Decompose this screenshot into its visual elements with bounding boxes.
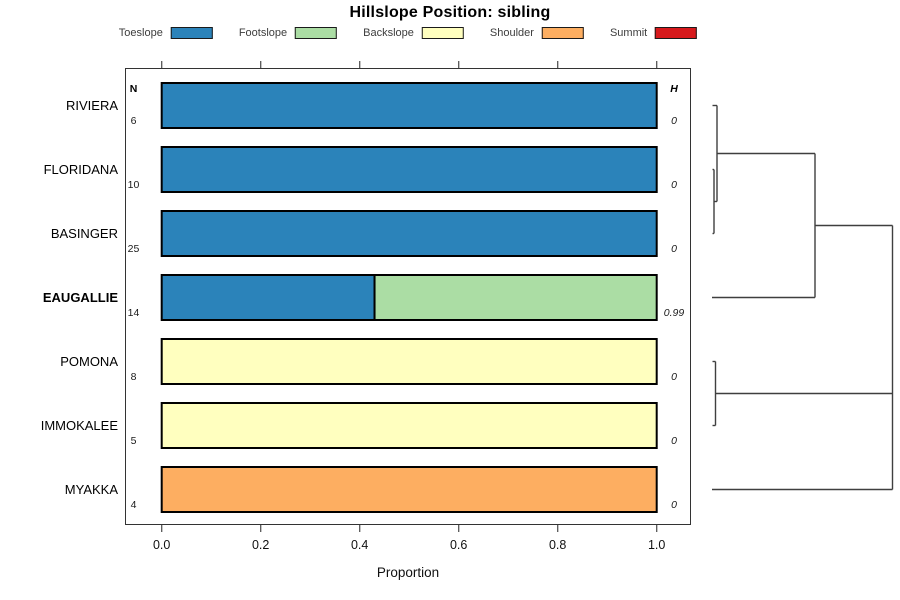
x-tick-label: 0.4: [350, 538, 369, 552]
legend-label-shoulder: Shoulder: [489, 27, 534, 39]
n-value-floridana: 10: [127, 179, 140, 191]
bar-segment-backslope-immokalee: [160, 402, 658, 449]
h-value-basinger: 0: [671, 243, 677, 255]
legend-swatch-summit: [655, 27, 698, 39]
bar-segment-toeslope-floridana: [160, 146, 658, 193]
n-value-eaugallie: 14: [127, 307, 140, 319]
legend-label-toeslope: Toeslope: [118, 27, 163, 39]
legend-label-summit: Summit: [609, 27, 648, 39]
bar-segment-toeslope-basinger: [160, 210, 658, 257]
legend-swatch-shoulder: [541, 27, 584, 39]
h-value-myakka: 0: [671, 499, 677, 511]
bar-segment-footslope-eaugallie: [373, 274, 658, 321]
bar-segment-toeslope-riviera: [160, 82, 658, 129]
legend-item-backslope: Backslope: [363, 27, 464, 39]
h-value-pomona: 0: [671, 371, 677, 383]
n-value-basinger: 25: [127, 243, 140, 255]
legend-item-summit: Summit: [609, 27, 698, 39]
x-tick-label: 0.0: [152, 538, 171, 552]
row-label-eaugallie: EAUGALLIE: [42, 289, 118, 305]
row-label-basinger: BASINGER: [50, 225, 118, 241]
legend-item-toeslope: Toeslope: [119, 27, 213, 39]
legend-item-footslope: Footslope: [238, 27, 338, 39]
row-label-floridana: FLORIDANA: [43, 161, 118, 177]
legend-label-footslope: Footslope: [238, 27, 288, 39]
row-label-pomona: POMONA: [60, 353, 118, 369]
n-value-pomona: 8: [130, 371, 137, 383]
row-label-myakka: MYAKKA: [64, 481, 118, 497]
bar-segment-shoulder-myakka: [160, 466, 658, 513]
legend-swatch-footslope: [295, 27, 338, 39]
legend-label-backslope: Backslope: [363, 27, 414, 39]
legend-swatch-backslope: [421, 27, 464, 39]
chart-title: Hillslope Position: sibling: [349, 4, 551, 21]
x-tick-label: 1.0: [647, 538, 666, 552]
bar-segment-toeslope-eaugallie: [160, 274, 376, 321]
n-column-header: N: [129, 83, 138, 95]
h-value-immokalee: 0: [671, 435, 677, 447]
h-value-floridana: 0: [671, 179, 677, 191]
x-tick-label: 0.6: [449, 538, 468, 552]
legend: Toeslope Footslope Backslope Shoulder Su…: [119, 27, 698, 39]
h-column-header: H: [670, 83, 678, 95]
row-label-immokalee: IMMOKALEE: [40, 417, 118, 433]
row-label-riviera: RIVIERA: [65, 97, 118, 113]
h-value-eaugallie: 0.99: [663, 307, 685, 319]
x-axis-label: Proportion: [376, 565, 440, 580]
legend-item-shoulder: Shoulder: [490, 27, 584, 39]
legend-swatch-toeslope: [170, 27, 213, 39]
bar-segment-backslope-pomona: [160, 338, 658, 385]
h-value-riviera: 0: [671, 115, 677, 127]
x-tick-label: 0.8: [548, 538, 567, 552]
x-tick-label: 0.2: [251, 538, 270, 552]
n-value-riviera: 6: [130, 115, 137, 127]
n-value-myakka: 4: [130, 499, 137, 511]
n-value-immokalee: 5: [130, 435, 137, 447]
